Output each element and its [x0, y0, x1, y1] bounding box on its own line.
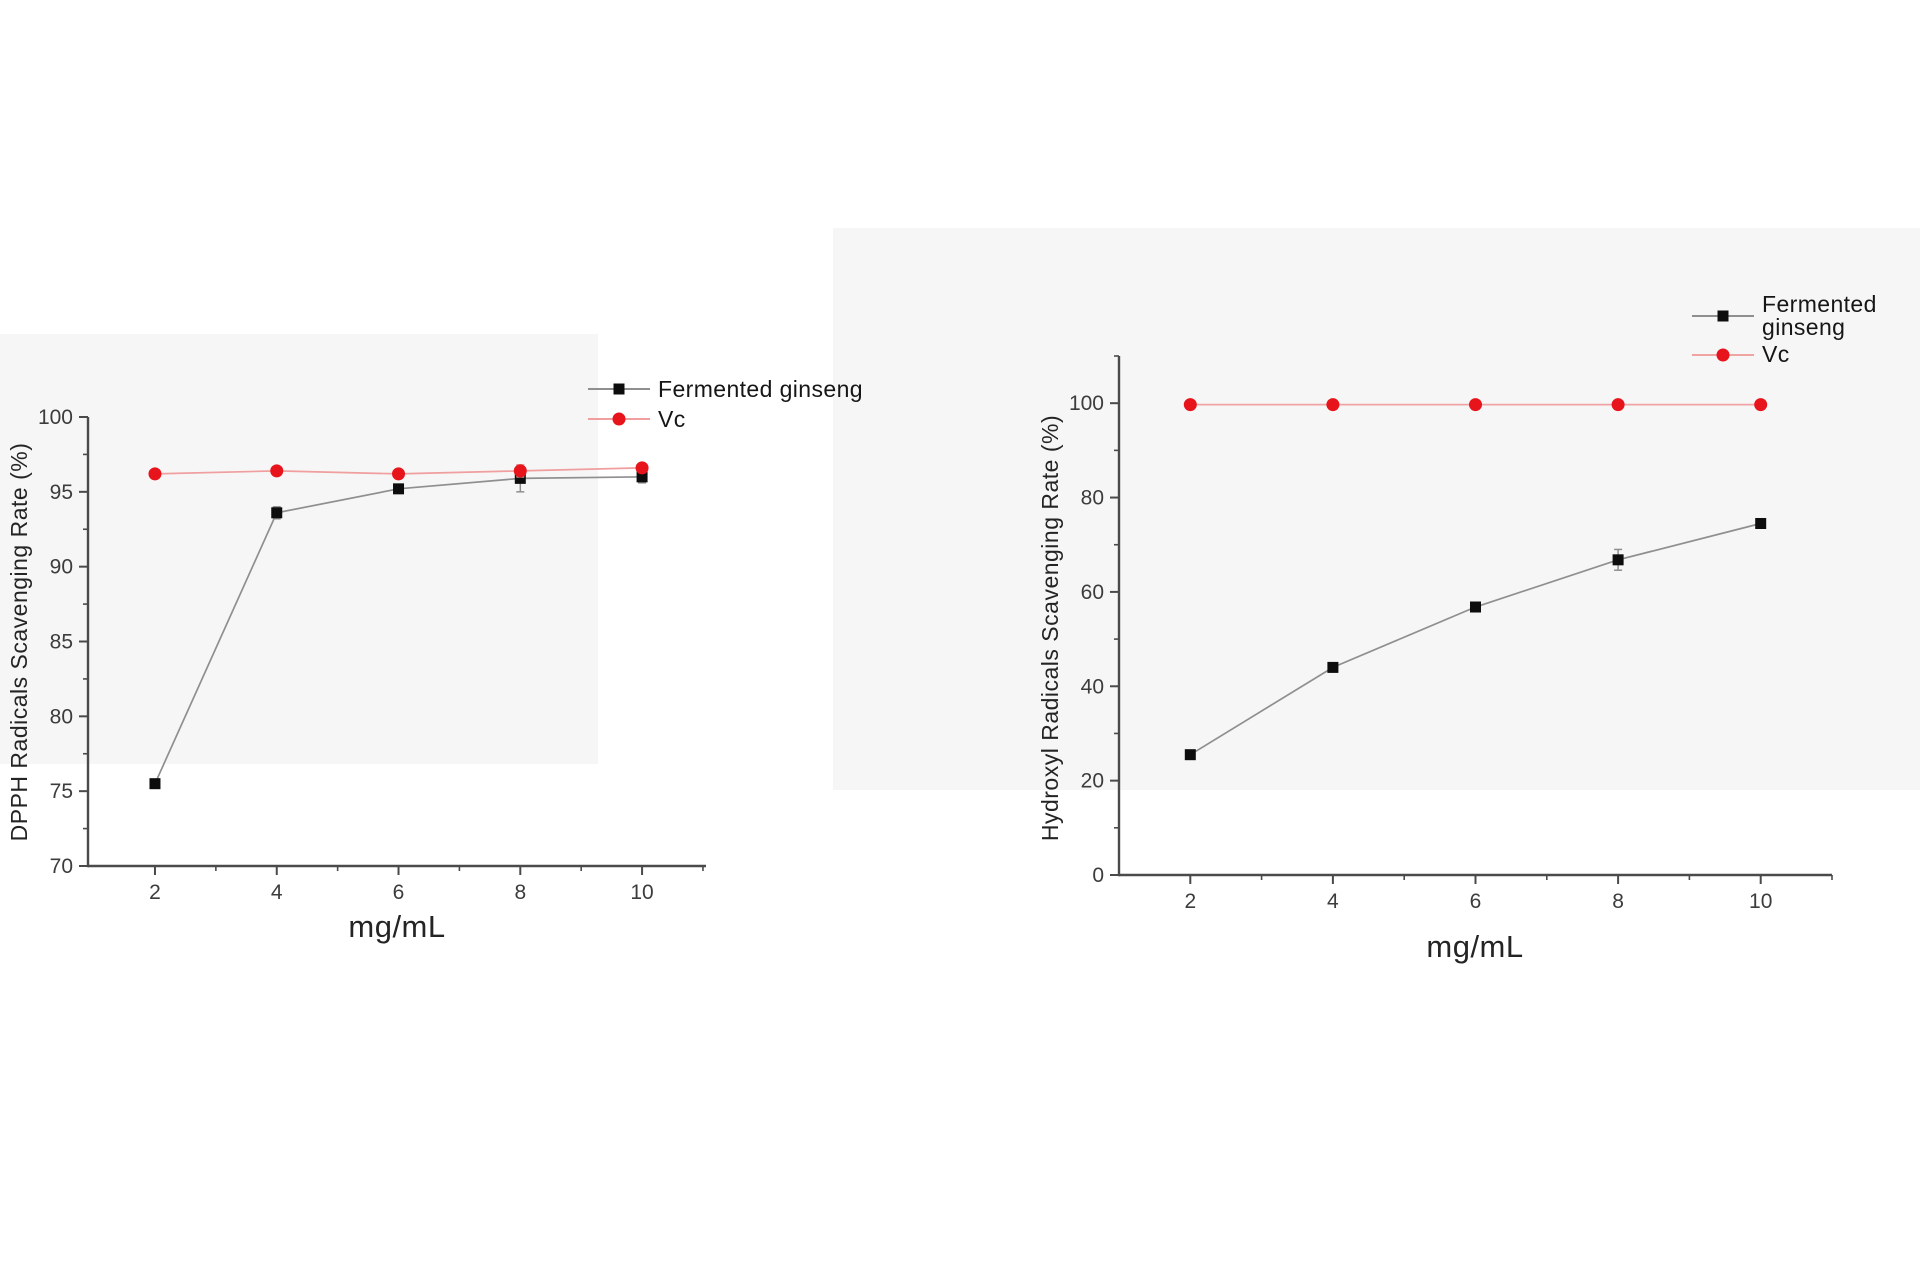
data-point-marker — [1755, 517, 1767, 529]
x-tick-label: 2 — [149, 881, 161, 904]
data-point-marker — [1327, 661, 1339, 673]
data-point-marker — [149, 778, 161, 790]
series-line — [154, 476, 643, 785]
legend-label: Vc — [1762, 341, 1790, 367]
y-tick-label: 95 — [50, 481, 73, 504]
legend-item-vc: Vc — [588, 404, 863, 434]
x-tick-label: 2 — [1184, 890, 1196, 913]
legend-sample-vc — [1692, 347, 1754, 363]
legend-sample-vc — [588, 411, 650, 427]
series-fermented-ginseng — [149, 464, 648, 790]
square-marker-icon — [613, 383, 625, 395]
y-tick-label: 75 — [50, 780, 73, 803]
data-point-marker — [1469, 398, 1482, 412]
legend-label: Fermented ginseng — [658, 375, 863, 402]
data-point-marker — [271, 507, 283, 519]
y-tick-label: 100 — [1069, 392, 1104, 415]
y-tick-label: 40 — [1081, 675, 1104, 698]
legend-label: Fermented ginseng — [1762, 291, 1877, 340]
legend-item-fermented-ginseng: Fermented ginseng — [588, 374, 863, 404]
x-tick-label: 10 — [1749, 890, 1772, 913]
y-tick-label: 60 — [1081, 581, 1104, 604]
x-axis-label: mg/mL — [348, 909, 445, 944]
y-axis-label: Hydroxyl Radicals Scavenging Rate (%) — [1037, 415, 1063, 841]
x-axis-label: mg/mL — [1426, 929, 1523, 964]
series-fermented-ginseng — [1184, 517, 1767, 761]
circle-marker-icon — [1716, 348, 1730, 361]
data-point-marker — [1612, 554, 1624, 566]
y-tick-label: 80 — [1081, 487, 1104, 510]
data-point-marker — [1183, 398, 1197, 412]
y-tick-label: 20 — [1081, 770, 1104, 793]
legend-sample-fermented-ginseng — [1692, 308, 1754, 324]
y-tick-label: 85 — [50, 631, 73, 654]
data-point-marker — [514, 472, 526, 484]
series-line — [1189, 522, 1761, 756]
y-tick-label: 100 — [38, 406, 73, 429]
data-point-marker — [1754, 398, 1768, 412]
x-tick-label: 10 — [630, 881, 653, 904]
data-point-marker — [270, 464, 284, 478]
data-point-marker — [513, 464, 527, 478]
legend-sample-fermented-ginseng — [588, 381, 650, 397]
y-tick-label: 70 — [50, 855, 73, 878]
legend-label: Vc — [658, 405, 686, 432]
legend-item-fermented-ginseng: Fermented ginseng — [1692, 293, 1912, 339]
y-tick-label: 80 — [50, 705, 73, 728]
data-point-marker — [148, 467, 162, 481]
x-tick-label: 6 — [393, 881, 405, 904]
series-vc — [1183, 398, 1768, 412]
x-tick-label: 8 — [1612, 890, 1624, 913]
x-tick-label: 4 — [271, 881, 283, 904]
data-point-marker — [636, 471, 648, 483]
data-point-marker — [1326, 398, 1340, 412]
x-tick-label: 6 — [1470, 890, 1482, 913]
data-point-marker — [1611, 398, 1625, 412]
data-point-marker — [635, 461, 649, 475]
data-point-marker — [392, 467, 406, 481]
y-tick-label: 0 — [1092, 864, 1104, 887]
series-vc — [148, 461, 649, 481]
data-point-marker — [1184, 749, 1196, 761]
y-tick-label: 90 — [50, 556, 73, 579]
circle-marker-icon — [612, 412, 626, 426]
hydroxyl-legend: Fermented ginseng Vc — [1692, 293, 1912, 366]
dpph-legend: Fermented ginseng Vc — [588, 374, 863, 434]
y-axis-label: DPPH Radicals Scavenging Rate (%) — [6, 443, 32, 842]
x-tick-label: 4 — [1327, 890, 1339, 913]
dpph-chart: 2 4 6 8 10 70 75 80 85 90 95 100 mg/mL DPPH Radicals … — [6, 406, 706, 944]
data-point-marker — [393, 483, 405, 495]
data-point-marker — [1470, 601, 1481, 613]
x-tick-label: 8 — [514, 881, 526, 904]
legend-item-vc: Vc — [1692, 343, 1912, 366]
square-marker-icon — [1717, 310, 1729, 322]
